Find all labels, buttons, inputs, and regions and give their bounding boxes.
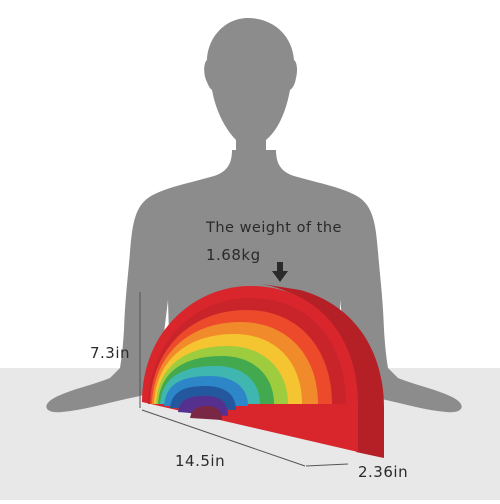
rainbow-side-face: [262, 284, 384, 458]
length-label: 14.5in: [175, 452, 226, 470]
weight-label-line1: The weight of the: [206, 220, 342, 236]
depth-dimension-line: [305, 463, 349, 467]
depth-label: 2.36in: [358, 463, 409, 481]
length-dimension-line: [141, 409, 306, 467]
down-arrow-icon: [272, 262, 288, 282]
weight-value: 1.68kg: [206, 246, 261, 264]
rainbow-stacker: [142, 286, 358, 452]
height-label: 7.3in: [90, 344, 131, 362]
arch-11: [190, 406, 222, 420]
